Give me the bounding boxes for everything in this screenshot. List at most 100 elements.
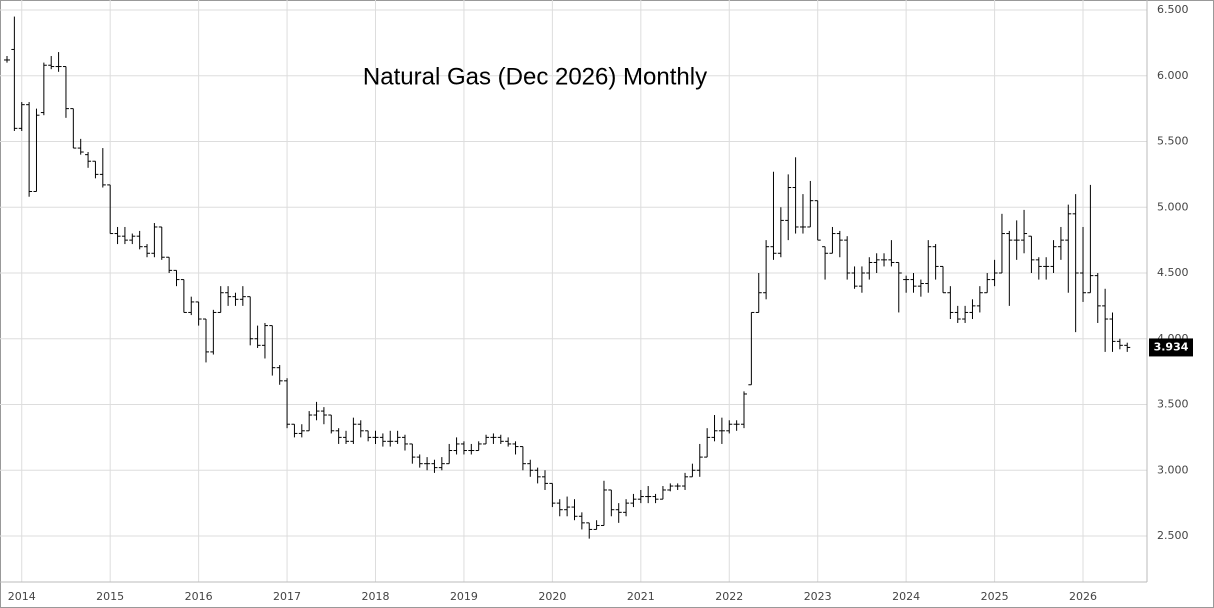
ohlc-bar <box>1080 226 1087 302</box>
y-tick-label: 5.000 <box>1157 200 1189 213</box>
ohlc-bar <box>564 496 571 517</box>
ohlc-bar <box>917 279 924 297</box>
ohlc-bar <box>1102 288 1109 352</box>
ohlc-bar <box>460 441 467 455</box>
ohlc-bar <box>1072 194 1079 333</box>
ohlc-bar <box>239 286 246 306</box>
ohlc-bar <box>519 446 526 471</box>
ohlc-bar <box>217 286 224 313</box>
ohlc-bar <box>158 226 165 260</box>
ohlc-bar <box>903 275 910 293</box>
ohlc-bar <box>33 108 40 192</box>
x-tick-label: 2017 <box>273 590 301 603</box>
ohlc-bar <box>1087 184 1094 294</box>
ohlc-bar <box>799 194 806 234</box>
ohlc-bar <box>888 240 895 267</box>
ohlc-bar <box>114 226 121 245</box>
ohlc-bar <box>866 257 873 280</box>
ohlc-bar <box>121 226 128 245</box>
ohlc-bar <box>851 266 858 289</box>
ohlc-bar <box>232 292 239 306</box>
ohlc-bar <box>939 265 946 294</box>
ohlc-bar <box>136 230 143 250</box>
ohlc-bar <box>593 520 600 530</box>
ohlc-bar <box>549 482 556 508</box>
ohlc-bar <box>777 207 784 258</box>
ohlc-bar <box>306 411 313 432</box>
ohlc-bar <box>453 437 460 455</box>
y-tick-label: 4.500 <box>1157 266 1189 279</box>
ohlc-bar <box>365 430 372 442</box>
chart-title: Natural Gas (Dec 2026) Monthly <box>363 63 707 90</box>
ohlc-bar <box>645 486 652 504</box>
ohlc-bar <box>401 434 408 451</box>
ohlc-bar <box>291 423 298 438</box>
last-value-label: 3.934 <box>1154 340 1189 353</box>
ohlc-bar <box>483 434 490 445</box>
y-tick-label: 3.500 <box>1157 398 1189 411</box>
ohlc-bar <box>998 213 1005 274</box>
ohlc-bar <box>962 305 969 323</box>
ohlc-bar <box>11 16 18 131</box>
ohlc-bar <box>298 424 305 438</box>
ohlc-bar <box>1065 204 1072 293</box>
ohlc-bar <box>320 407 327 425</box>
ohlc-bar <box>571 499 578 521</box>
ohlc-bar <box>910 273 917 293</box>
ohlc-bar <box>822 246 829 280</box>
ohlc-bar <box>225 286 232 306</box>
ohlc-bar <box>637 489 644 504</box>
x-tick-label: 2018 <box>362 590 390 603</box>
x-tick-label: 2016 <box>185 590 213 603</box>
ohlc-bar <box>195 301 202 326</box>
ohlc-bar <box>652 493 659 504</box>
ohlc-bar <box>505 437 512 447</box>
ohlc-bar <box>129 233 136 245</box>
ohlc-bar <box>667 483 674 492</box>
ohlc-bar <box>1050 240 1057 273</box>
ohlc-bar <box>527 459 534 477</box>
ohlc-bar <box>932 244 939 280</box>
ohlc-bar <box>512 441 519 455</box>
ohlc-bar <box>18 102 25 131</box>
ohlc-bar <box>85 152 92 168</box>
y-tick-label: 3.000 <box>1157 463 1189 476</box>
ohlc-bar <box>180 279 187 313</box>
ohlc-bar <box>107 184 114 235</box>
x-tick-label: 2025 <box>981 590 1009 603</box>
ohlc-bar <box>387 430 394 447</box>
ohlc-bar <box>726 420 733 434</box>
ohlc-bar <box>284 378 291 429</box>
ohlc-bar <box>881 253 888 267</box>
ohlc-bar <box>77 138 84 155</box>
ohlc-bar <box>711 415 718 442</box>
ohlc-bar <box>844 236 851 280</box>
ohlc-bar <box>947 286 954 320</box>
ohlc-bar <box>99 148 106 188</box>
ohlc-bar <box>586 522 593 539</box>
ohlc-bar <box>556 499 563 517</box>
ohlc-bar <box>792 157 799 234</box>
ohlc-bar <box>261 322 268 359</box>
ohlc-bar <box>718 417 725 444</box>
ohlc-bar <box>600 480 607 526</box>
ohlc-bar <box>1043 257 1050 280</box>
ohlc-bar <box>895 261 902 313</box>
ohlc-bar <box>704 428 711 458</box>
ohlc-bar <box>468 443 475 455</box>
ohlc-bar <box>755 273 762 313</box>
ohlc-bar <box>202 318 209 363</box>
ohlc-bar <box>696 443 703 477</box>
ohlc-bar <box>659 486 666 500</box>
ohlc-bar <box>254 325 261 348</box>
ohlc-bar <box>350 417 357 444</box>
ohlc-bar <box>40 62 47 116</box>
ohlc-bar <box>269 325 276 376</box>
ohlc-bar <box>144 244 151 258</box>
ohlc-bar <box>733 420 740 431</box>
ohlc-bar <box>578 512 585 530</box>
y-tick-label: 6.000 <box>1157 69 1189 82</box>
ohlc-bar <box>608 489 615 517</box>
ohlc-bar <box>674 483 681 490</box>
